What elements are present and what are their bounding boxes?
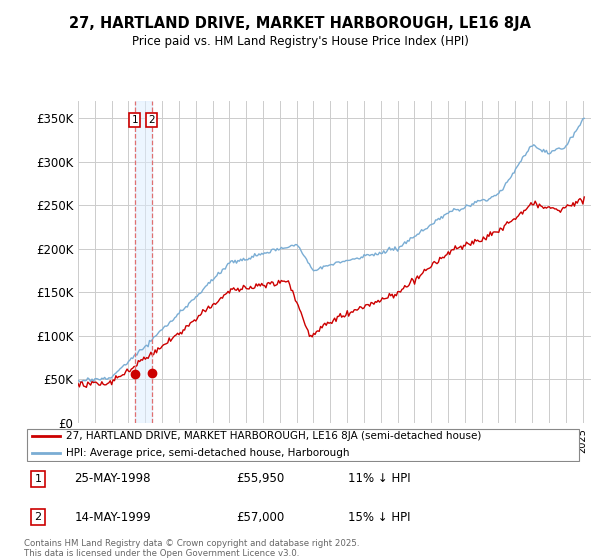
Text: 15% ↓ HPI: 15% ↓ HPI — [347, 511, 410, 524]
Text: HPI: Average price, semi-detached house, Harborough: HPI: Average price, semi-detached house,… — [66, 448, 349, 458]
Text: £57,000: £57,000 — [236, 511, 284, 524]
Text: 14-MAY-1999: 14-MAY-1999 — [74, 511, 151, 524]
FancyBboxPatch shape — [27, 428, 579, 461]
Text: 11% ↓ HPI: 11% ↓ HPI — [347, 472, 410, 486]
Text: 1: 1 — [34, 474, 41, 484]
Text: 25-MAY-1998: 25-MAY-1998 — [74, 472, 151, 486]
Text: 2: 2 — [34, 512, 41, 522]
Text: Price paid vs. HM Land Registry's House Price Index (HPI): Price paid vs. HM Land Registry's House … — [131, 35, 469, 48]
Text: Contains HM Land Registry data © Crown copyright and database right 2025.
This d: Contains HM Land Registry data © Crown c… — [24, 539, 359, 558]
Text: 2: 2 — [148, 115, 155, 125]
Bar — [135, 101, 152, 423]
Text: 27, HARTLAND DRIVE, MARKET HARBOROUGH, LE16 8JA: 27, HARTLAND DRIVE, MARKET HARBOROUGH, L… — [69, 16, 531, 31]
Text: 27, HARTLAND DRIVE, MARKET HARBOROUGH, LE16 8JA (semi-detached house): 27, HARTLAND DRIVE, MARKET HARBOROUGH, L… — [66, 431, 481, 441]
Text: 1: 1 — [131, 115, 138, 125]
Text: £55,950: £55,950 — [236, 472, 284, 486]
